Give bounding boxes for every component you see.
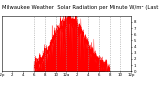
Text: Milwaukee Weather  Solar Radiation per Minute W/m² (Last 24 Hours): Milwaukee Weather Solar Radiation per Mi… — [2, 5, 160, 10]
